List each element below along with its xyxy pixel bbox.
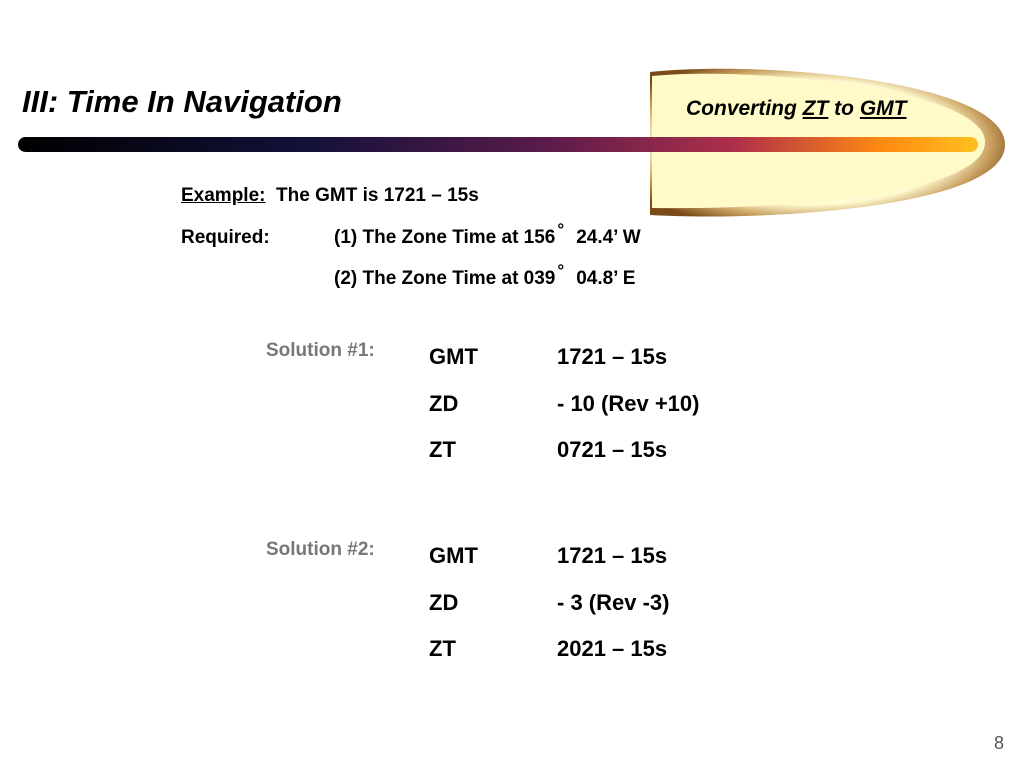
example-text: The GMT is 1721 – 15s [276, 185, 479, 206]
degree-symbol: ° [557, 220, 565, 239]
example-line: Example: The GMT is 1721 – 15s [181, 184, 479, 208]
required-item-1-lead: (1) The Zone Time at 156 [334, 227, 556, 248]
subtitle-text-1: Converting [686, 97, 803, 120]
required-item-2-lead: (2) The Zone Time at 039 [334, 268, 556, 289]
solution-2-key-gmt: GMT [429, 543, 478, 568]
required-item-1: (1) The Zone Time at 156 ° 24.4’ W [334, 220, 641, 250]
solution-1-value-gmt: 1721 – 15s [557, 344, 668, 369]
solution-1-key-zd: ZD [429, 391, 459, 416]
solution-2-value-zd: - 3 (Rev -3) [557, 590, 670, 615]
decor-bar [18, 137, 978, 152]
solution-2-key-zt: ZT [429, 636, 456, 661]
solution-2-value-zt: 2021 – 15s [557, 636, 668, 661]
title-decoration [18, 68, 1005, 217]
subtitle-zt: ZT [802, 97, 829, 120]
solution-1-label: Solution #1: [266, 340, 375, 361]
solution-1-key-zt: ZT [429, 437, 456, 462]
required-item-2-tail: 04.8’ E [576, 268, 636, 289]
required-item-2: (2) The Zone Time at 039 ° 04.8’ E [334, 261, 636, 291]
solution-2-value-gmt: 1721 – 15s [557, 543, 668, 568]
solution-2-key-zd: ZD [429, 590, 459, 615]
solution-1-value-zt: 0721 – 15s [557, 437, 668, 462]
solution-1-value-zd: - 10 (Rev +10) [557, 391, 700, 416]
slide-subtitle: Converting ZT to GMT [686, 95, 906, 123]
slide-title: III: Time In Navigation [22, 84, 342, 119]
subtitle-text-2: to [828, 97, 860, 120]
solution-1-key-gmt: GMT [429, 344, 478, 369]
example-label: Example: [181, 185, 266, 206]
subtitle-gmt: GMT [859, 97, 907, 120]
page-number: 8 [993, 733, 1004, 753]
required-label: Required: [181, 227, 270, 248]
required-item-1-tail: 24.4’ W [576, 227, 641, 248]
solution-2-label: Solution #2: [266, 539, 375, 560]
degree-symbol: ° [557, 261, 565, 280]
